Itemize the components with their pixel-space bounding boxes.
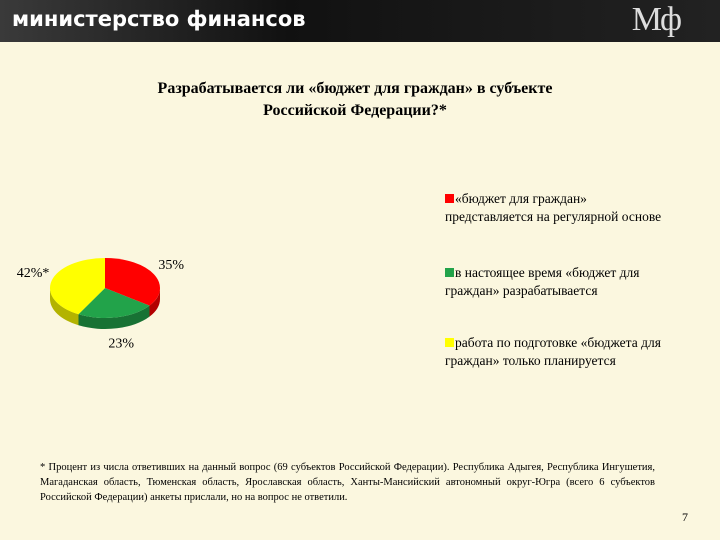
pie-side [149,288,160,317]
legend-entry: работа по подготовке «бюджета для гражда… [445,334,670,370]
header-title: министерство финансов [12,7,306,31]
legend-label: в настоящее время «бюджет для граждан» р… [445,265,640,298]
pie-side [50,288,79,326]
pie-slice [49,258,105,315]
data-label: 35% [158,258,184,273]
data-label: 42%* [17,266,50,281]
page-number: 7 [682,510,688,524]
legend-marker [445,194,454,203]
legend-marker [445,268,454,277]
pie-slice [105,258,160,306]
header-band: министерство финансов Мф [0,0,720,42]
legend-label: «бюджет для граждан» представляется на р… [445,191,662,224]
chart-title: Разрабатывается ли «бюджет для граждан» … [157,80,553,119]
pie-side [78,305,150,330]
data-label: 23% [108,337,134,352]
pie-slice [78,288,150,318]
legend-entry: в настоящее время «бюджет для граждан» р… [445,264,670,300]
footnote: * Процент из числа ответивших на данный … [40,462,655,503]
legend-label: работа по подготовке «бюджета для гражда… [445,335,661,368]
logo: Мф [631,1,682,38]
legend-entry: «бюджет для граждан» представляется на р… [445,190,670,226]
legend-marker [445,338,454,347]
